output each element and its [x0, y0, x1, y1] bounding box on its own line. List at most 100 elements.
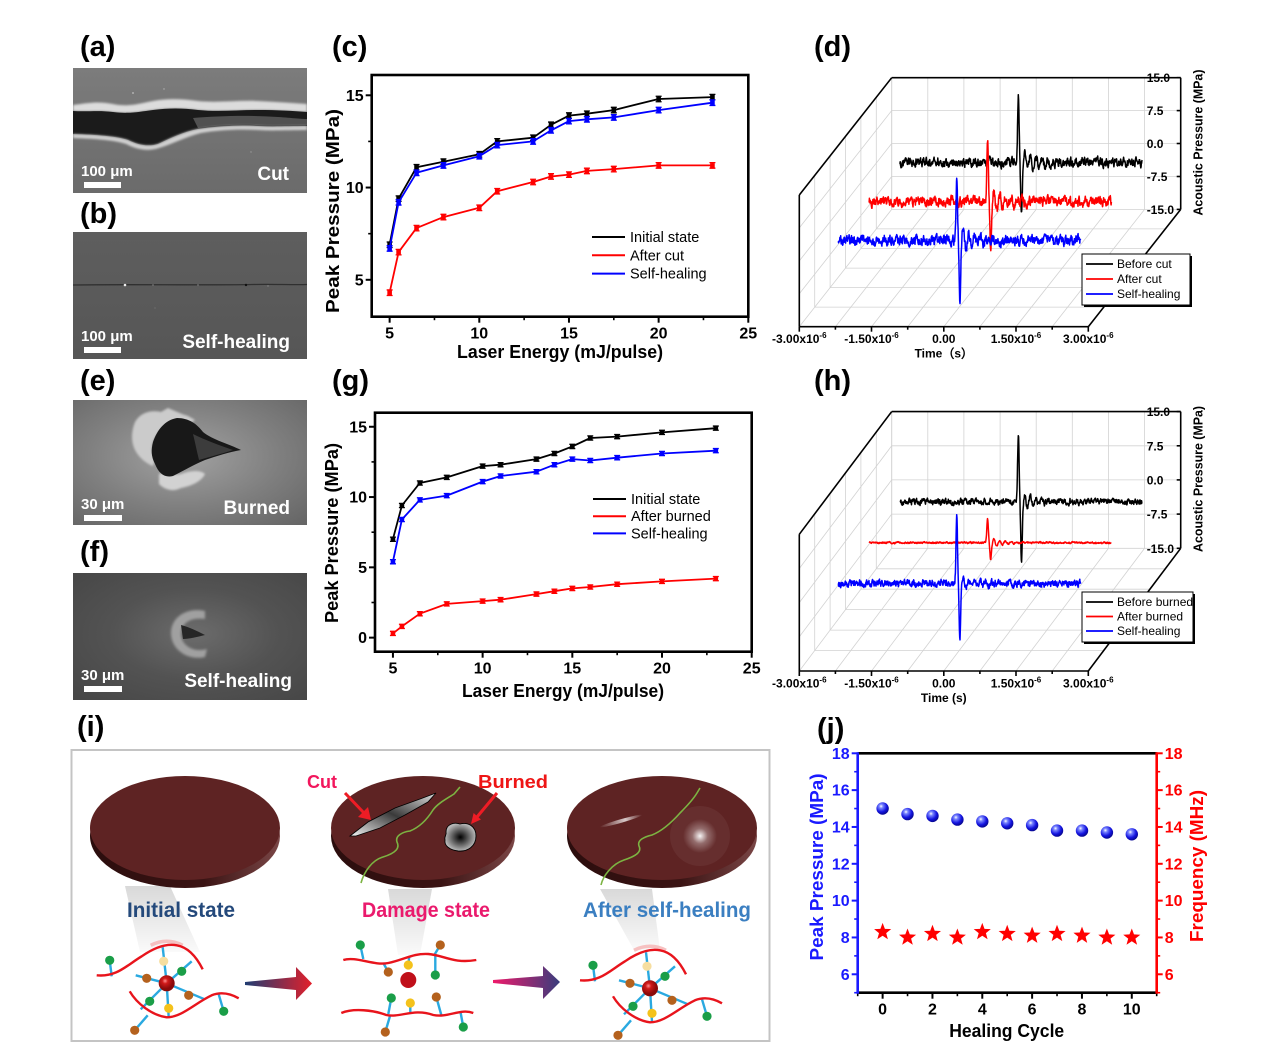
self-healing-schematic: Initial state Damage state After self-he… [70, 749, 771, 1042]
y-right-tick-label: 12 [1165, 856, 1183, 873]
waveform-after-burned [868, 517, 1112, 561]
data-point [587, 435, 593, 441]
y-left-tick-label: 6 [841, 967, 850, 984]
data-point [552, 462, 557, 468]
x-axis-label: Laser Energy (mJ/pulse) [462, 681, 664, 701]
y-tick-label: 5 [355, 272, 364, 289]
data-point [396, 200, 401, 205]
speckle [152, 284, 154, 286]
molecular-network-healed [579, 944, 723, 1040]
y-right-tick-label: 10 [1165, 893, 1183, 910]
data-point-peak-pressure [976, 815, 989, 828]
z-axis-label: Acoustic Pressure (MPa) [1192, 70, 1206, 216]
z-tick-label: 7.5 [1147, 439, 1164, 453]
legend-label: Before burned [1117, 595, 1193, 609]
y-left-tick-label: 16 [832, 783, 850, 800]
sem-caption: Burned [223, 498, 291, 519]
data-point [477, 153, 482, 159]
x-axis-label: Time（s） [915, 346, 973, 361]
burn-spot [444, 822, 477, 852]
data-point [390, 536, 396, 542]
x-tick-label: 1.50x10-6 [991, 331, 1042, 346]
cut-pointer-arrow [343, 791, 371, 820]
functional-group-yellow [164, 1003, 174, 1013]
panel-label-d: (d) [814, 31, 852, 63]
scale-bar [84, 182, 121, 188]
x-tick-label: -1.50x10-6 [844, 676, 899, 691]
x-tick-exponent: -6 [819, 331, 827, 340]
functional-group-yellow [647, 1008, 657, 1018]
data-point-peak-pressure [1050, 824, 1064, 837]
y-right-tick-label: 6 [1165, 967, 1174, 984]
data-point-peak-pressure [1100, 826, 1114, 839]
data-point [494, 139, 500, 144]
molecular-network-damaged [340, 940, 477, 1037]
z-tick-label: -15.0 [1147, 203, 1175, 217]
x-tick-label: 3.00x10-6 [1063, 331, 1114, 346]
highlight-arc [633, 944, 667, 952]
x-tick-mantissa: 3.00x10 [1063, 332, 1107, 346]
waveform-self-healing [837, 177, 1082, 305]
data-point [399, 517, 405, 522]
data-point [713, 576, 719, 581]
conductive-trace [360, 786, 461, 884]
y-tick-label: 0 [358, 630, 367, 647]
data-point [441, 159, 446, 165]
functional-group-green [177, 966, 187, 976]
data-point [387, 290, 392, 296]
z-tick-label: -15.0 [1147, 542, 1175, 556]
data-point [587, 458, 593, 463]
polymer-chain [128, 990, 240, 1019]
light-beam [600, 889, 660, 950]
functional-group-brown [613, 1030, 623, 1040]
data-point [399, 503, 405, 508]
damage-label-burned: Burned [478, 772, 548, 792]
metal-ion-center [158, 975, 175, 992]
waveform-self-healing [837, 513, 1082, 641]
x-tick-mantissa: 1.50x10 [991, 677, 1035, 691]
y-left-axis-label: Peak Pressure (MPa) [807, 773, 827, 960]
sem-image-burned: 30 μm Burned [73, 400, 307, 525]
data-point [710, 94, 715, 100]
sem-image-burn-healed: 30 μm Self-healing [73, 573, 307, 700]
disc-top [567, 776, 757, 880]
legend-label: Initial state [631, 492, 700, 508]
speckle [163, 88, 165, 90]
panel-label-e: (e) [80, 365, 116, 397]
y-left-tick-label: 12 [832, 856, 850, 873]
burned-pointer-arrow [471, 792, 499, 824]
data-point [396, 249, 401, 255]
chart-acoustic-waveforms-burned: -3.00x10-6 -1.50x10-6 0.00 1.50x10-6 3.00x10… [772, 405, 1206, 705]
x-tick-label: 15 [563, 661, 581, 678]
burn-hole-wall [193, 434, 233, 460]
legend-label: Self-healing [630, 267, 707, 283]
x-tick-label: -3.00x10-6 [772, 676, 827, 691]
data-point [498, 597, 503, 602]
data-point [530, 179, 536, 185]
sem-background [73, 232, 307, 359]
functional-group-green [219, 1006, 229, 1016]
sem-image-cut: 100 μm Cut [73, 68, 307, 193]
scale-bar [84, 686, 122, 692]
crack-inner-wall [193, 115, 307, 128]
metal-ion-center [400, 972, 417, 988]
series-line [388, 96, 713, 245]
sem-micrograph [73, 232, 307, 359]
data-point [477, 205, 482, 211]
data-point [399, 624, 405, 629]
data-point-frequency [1048, 924, 1066, 942]
highlight-arc [149, 939, 184, 947]
functional-group-green [458, 1022, 468, 1032]
data-point-peak-pressure [876, 802, 889, 815]
data-point [534, 591, 539, 597]
polymer-chain [340, 1008, 474, 1017]
data-point [396, 196, 401, 201]
arrow-shaft [343, 791, 366, 815]
data-point [390, 631, 396, 636]
data-point [713, 448, 719, 453]
x-tick-exponent: -6 [1106, 331, 1114, 340]
chart-peak-pressure-vs-laser-energy-cut: 5 10 15 20 25 5 10 15 Initial state After cut Self… [323, 73, 757, 362]
functional-group-green [105, 955, 115, 965]
data-point [444, 475, 450, 480]
